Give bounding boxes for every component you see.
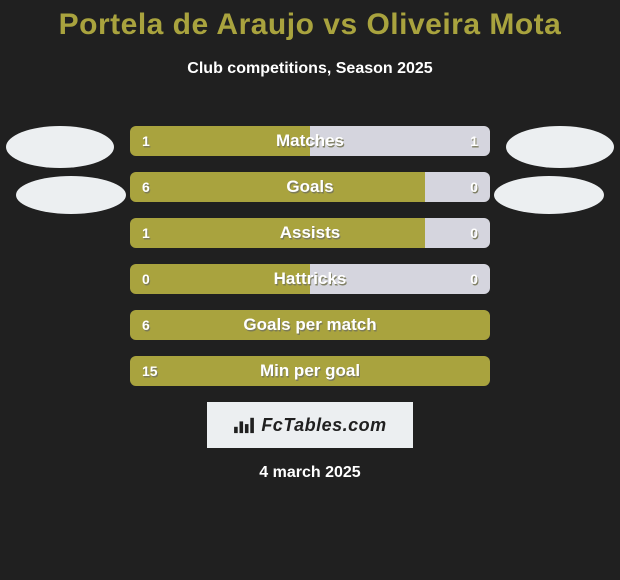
stat-row: Assists1 0 (130, 218, 490, 248)
stat-value-left: 0 (142, 264, 150, 294)
stat-value-right: 1 (470, 126, 478, 156)
stat-value-left: 1 (142, 126, 150, 156)
stat-value-right: 0 (470, 172, 478, 202)
stat-label: Min per goal (130, 356, 490, 386)
bars-logo-icon (233, 416, 255, 434)
branding-badge: FcTables.com (207, 402, 413, 448)
stats-area: Matches11Goals60Assists10Hattricks00Goal… (0, 126, 620, 386)
stat-value-left: 6 (142, 172, 150, 202)
branding-text: FcTables.com (261, 415, 386, 436)
player-right-avatar-2 (494, 176, 604, 214)
stat-value-right: 0 (470, 264, 478, 294)
stat-label: Goals per match (130, 310, 490, 340)
page-title: Portela de Araujo vs Oliveira Mota (0, 0, 620, 42)
stat-value-right: 0 (470, 218, 478, 248)
stat-label: Assists (130, 218, 490, 248)
stat-value-left: 1 (142, 218, 150, 248)
player-left-avatar-1 (6, 126, 114, 168)
stat-row: Min per goal15 (130, 356, 490, 386)
date-text: 4 march 2025 (0, 464, 620, 482)
comparison-card: Portela de Araujo vs Oliveira Mota Club … (0, 0, 620, 580)
stat-row: Hattricks0 0 (130, 264, 490, 294)
bars-container: Matches11Goals60Assists10Hattricks00Goal… (130, 126, 490, 386)
stat-label: Goals (130, 172, 490, 202)
stat-label: Matches (130, 126, 490, 156)
stat-label: Hattricks (130, 264, 490, 294)
subtitle: Club competitions, Season 2025 (0, 60, 620, 78)
stat-row: Goals6 0 (130, 172, 490, 202)
player-left-avatar-2 (16, 176, 126, 214)
stat-row: Matches1 1 (130, 126, 490, 156)
stat-value-left: 15 (142, 356, 158, 386)
player-right-avatar-1 (506, 126, 614, 168)
stat-value-left: 6 (142, 310, 150, 340)
stat-row: Goals per match6 (130, 310, 490, 340)
